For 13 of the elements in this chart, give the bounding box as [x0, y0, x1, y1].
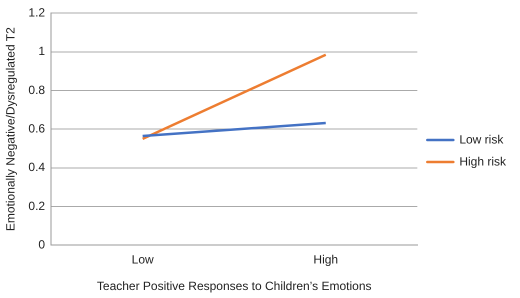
x-tick-label: Low [132, 252, 154, 267]
y-tick-label: 0 [38, 238, 46, 252]
y-tick-label: 1 [38, 44, 46, 58]
legend-label: High risk [459, 154, 507, 168]
y-tick-label: 0.6 [28, 122, 46, 136]
y-axis-title: Emotionally Negative/Dysregulated T2 [4, 26, 18, 232]
y-tick-label: 1.2 [28, 6, 46, 20]
y-tick-label: 0.8 [28, 82, 46, 97]
legend-label: Low risk [459, 132, 504, 146]
y-tick-label: 0.4 [28, 160, 46, 174]
y-tick-label: 0.2 [28, 198, 46, 213]
x-tick-label: High [313, 252, 338, 267]
x-axis-title: Teacher Positive Responses to Children’s Emotions [96, 279, 372, 294]
